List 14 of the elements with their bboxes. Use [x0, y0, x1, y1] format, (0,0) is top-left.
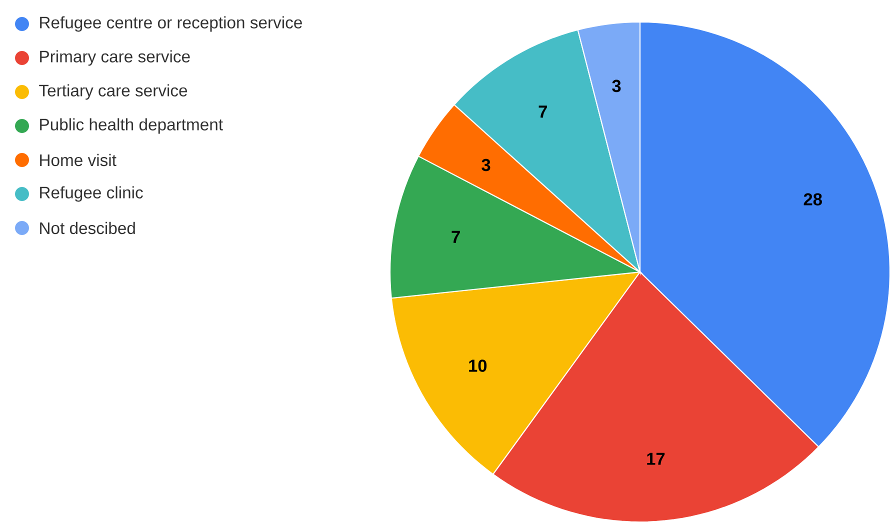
data-label: 7 — [452, 230, 460, 243]
data-label: 28 — [804, 193, 822, 206]
legend-label: Primary care service — [40, 50, 190, 66]
legend-label: Home visit — [40, 154, 116, 166]
data-label: 3 — [482, 158, 490, 172]
legend-label: Public health department — [40, 118, 223, 134]
legend-label: Tertiary care service — [39, 84, 188, 100]
data-label: 10 — [469, 360, 487, 372]
data-label: 3 — [612, 80, 621, 92]
legend-label: Refugee centre or reception service — [40, 16, 302, 32]
data-label: 7 — [538, 106, 547, 118]
data-label: 17 — [647, 452, 665, 465]
legend-label: Not descibed — [40, 222, 135, 234]
legend-label: Refugee clinic — [40, 186, 143, 202]
